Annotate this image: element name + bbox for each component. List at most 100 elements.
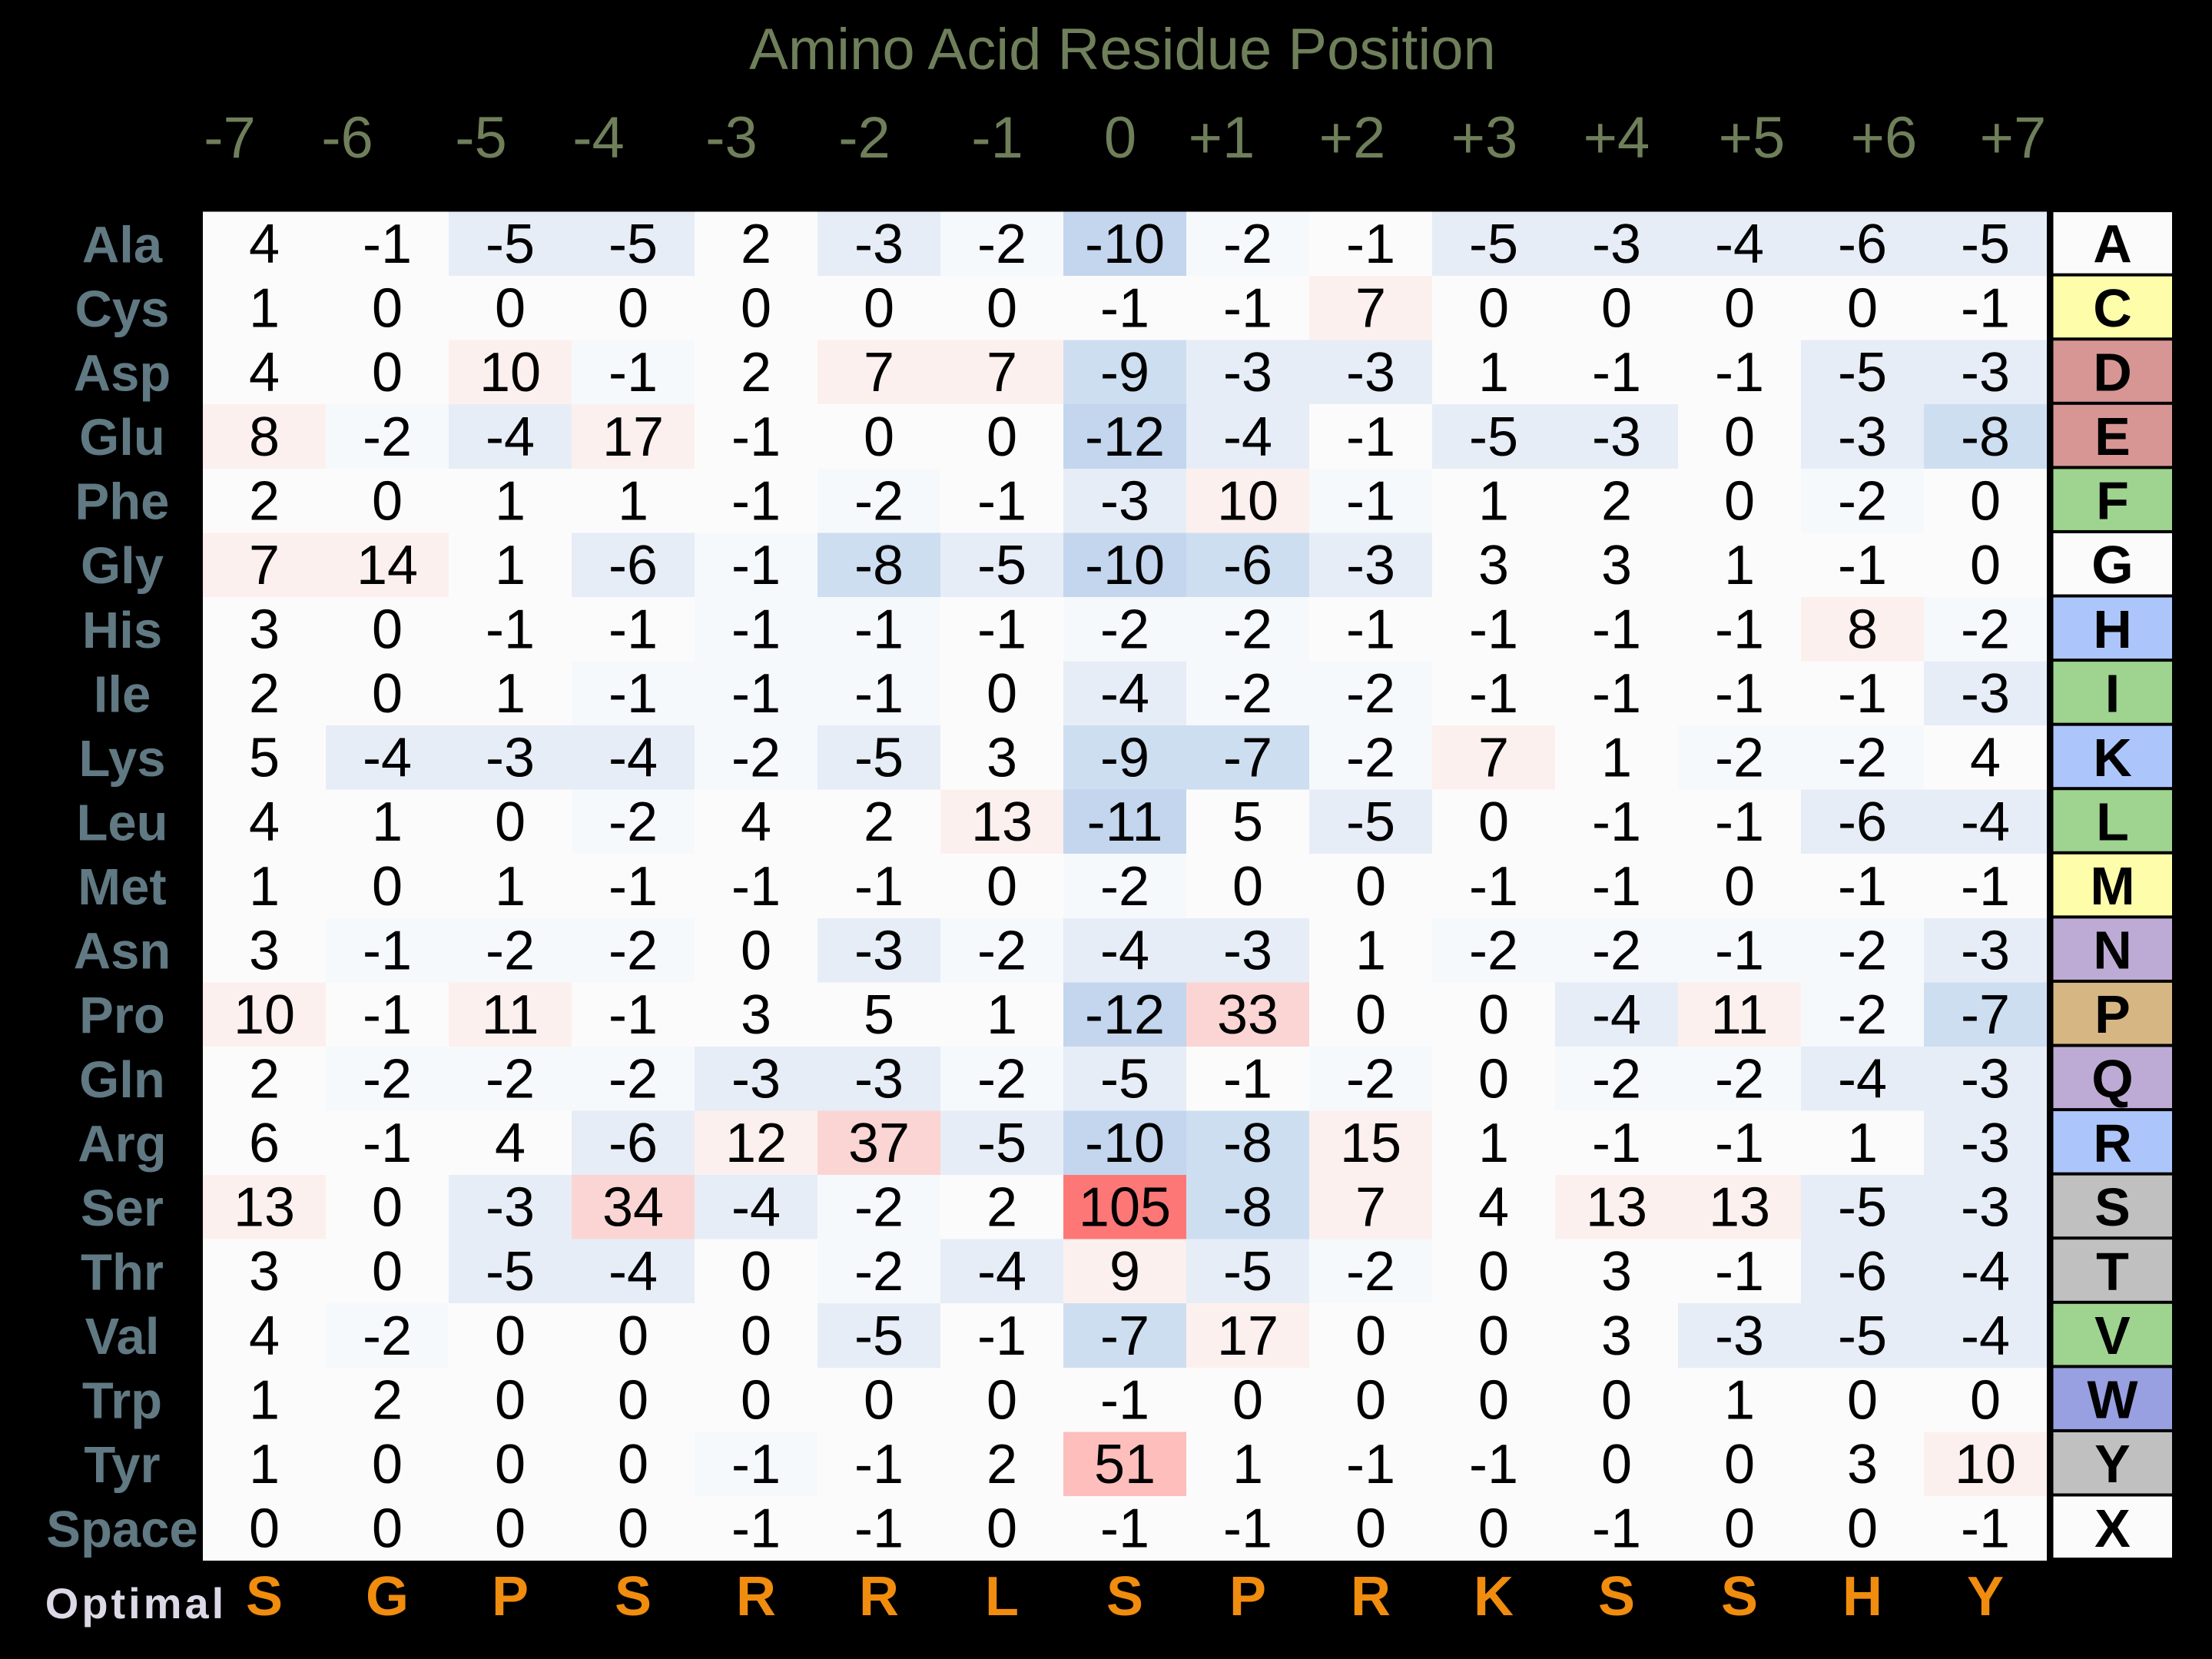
svg-text:0: 0 (618, 278, 648, 340)
svg-text:-2: -2 (486, 1049, 535, 1110)
svg-text:-9: -9 (1100, 342, 1149, 403)
svg-text:3: 3 (1847, 1434, 1878, 1495)
svg-text:12: 12 (725, 1113, 787, 1174)
svg-text:3: 3 (249, 599, 280, 661)
svg-text:-8: -8 (1223, 1177, 1272, 1239)
svg-text:0: 0 (372, 1498, 403, 1560)
svg-text:Pro: Pro (79, 987, 165, 1044)
svg-text:-1: -1 (363, 920, 412, 981)
svg-text:-5: -5 (1223, 1241, 1272, 1302)
svg-text:-4: -4 (1961, 1241, 2010, 1302)
svg-text:-2: -2 (1223, 663, 1272, 725)
svg-text:11: 11 (482, 984, 539, 1046)
svg-text:-2: -2 (854, 1177, 904, 1239)
svg-text:-3: -3 (854, 214, 904, 275)
svg-text:-1: -1 (1838, 856, 1887, 917)
svg-text:-2: -2 (1592, 1049, 1641, 1110)
svg-text:-3: -3 (1961, 342, 2010, 403)
svg-text:0: 0 (372, 1434, 403, 1495)
svg-text:X: X (2094, 1498, 2131, 1558)
svg-text:Phe: Phe (75, 473, 170, 531)
svg-text:4: 4 (249, 791, 280, 853)
svg-text:0: 0 (864, 1369, 894, 1431)
svg-text:0: 0 (1601, 1369, 1632, 1431)
svg-text:His: His (82, 602, 162, 659)
svg-text:0: 0 (372, 599, 403, 661)
svg-text:3: 3 (1601, 535, 1632, 596)
svg-text:1: 1 (495, 535, 526, 596)
svg-text:+6: +6 (1851, 105, 1918, 171)
svg-text:-1: -1 (1469, 663, 1518, 725)
svg-text:-7: -7 (1961, 984, 2010, 1046)
svg-text:0: 0 (1478, 1241, 1509, 1302)
svg-text:G: G (2091, 535, 2133, 595)
svg-text:0: 0 (1478, 1498, 1509, 1560)
svg-text:2: 2 (249, 1049, 280, 1110)
svg-text:17: 17 (602, 406, 664, 468)
svg-text:-3: -3 (1961, 1049, 2010, 1110)
svg-text:-1: -1 (1346, 406, 1395, 468)
svg-text:5: 5 (249, 728, 280, 789)
svg-text:S: S (1721, 1566, 1758, 1627)
svg-text:-3: -3 (1592, 406, 1641, 468)
svg-text:37: 37 (848, 1113, 910, 1174)
svg-text:-3: -3 (731, 1049, 781, 1110)
svg-text:-2: -2 (1838, 920, 1887, 981)
svg-text:51: 51 (1094, 1434, 1156, 1495)
svg-text:+2: +2 (1319, 105, 1386, 171)
svg-text:-3: -3 (1838, 406, 1887, 468)
svg-text:Thr: Thr (81, 1244, 164, 1302)
svg-text:-1: -1 (971, 105, 1023, 171)
svg-text:-5: -5 (609, 214, 658, 275)
svg-text:F: F (2096, 471, 2129, 531)
svg-text:-2: -2 (1715, 728, 1764, 789)
svg-text:1: 1 (1478, 342, 1509, 403)
svg-text:0: 0 (987, 278, 1017, 340)
svg-text:13: 13 (1586, 1177, 1647, 1239)
svg-text:-2: -2 (1469, 920, 1518, 981)
svg-text:-2: -2 (1346, 663, 1395, 725)
svg-text:3: 3 (987, 728, 1017, 789)
svg-text:0: 0 (1355, 1498, 1386, 1560)
svg-text:D: D (2093, 343, 2132, 403)
svg-text:-6: -6 (321, 105, 373, 171)
svg-text:-5: -5 (1961, 214, 2010, 275)
svg-text:0: 0 (1355, 1369, 1386, 1431)
svg-text:-2: -2 (363, 1306, 412, 1367)
svg-text:-1: -1 (363, 214, 412, 275)
svg-text:S: S (1598, 1566, 1635, 1627)
svg-text:E: E (2094, 406, 2131, 466)
svg-text:0: 0 (1724, 856, 1755, 917)
svg-text:A: A (2093, 214, 2132, 274)
svg-text:0: 0 (1478, 984, 1509, 1046)
svg-text:9: 9 (1109, 1241, 1140, 1302)
svg-text:-1: -1 (1592, 856, 1641, 917)
svg-text:10: 10 (1955, 1434, 2016, 1495)
svg-text:-4: -4 (1100, 663, 1149, 725)
svg-text:-4: -4 (1715, 214, 1764, 275)
svg-text:4: 4 (495, 1113, 526, 1174)
svg-text:13: 13 (1709, 1177, 1770, 1239)
svg-text:-1: -1 (1715, 1113, 1764, 1174)
svg-text:1: 1 (249, 1434, 280, 1495)
svg-text:-1: -1 (1346, 1434, 1395, 1495)
svg-text:Ile: Ile (94, 665, 151, 723)
svg-text:-2: -2 (1592, 920, 1641, 981)
svg-text:L: L (2096, 792, 2129, 852)
svg-text:0: 0 (618, 1369, 648, 1431)
svg-text:-1: -1 (1715, 920, 1764, 981)
svg-text:-4: -4 (1838, 1049, 1887, 1110)
svg-text:0: 0 (495, 1434, 526, 1495)
svg-text:-3: -3 (486, 1177, 535, 1239)
svg-text:-4: -4 (572, 105, 625, 171)
svg-text:0: 0 (618, 1498, 648, 1560)
svg-text:0: 0 (1724, 470, 1755, 532)
svg-text:2: 2 (987, 1434, 1017, 1495)
svg-text:+5: +5 (1719, 105, 1786, 171)
svg-text:-1: -1 (1100, 278, 1149, 340)
svg-text:-7: -7 (1223, 728, 1272, 789)
svg-text:0: 0 (1847, 1498, 1878, 1560)
svg-text:-2: -2 (609, 791, 658, 853)
svg-text:7: 7 (987, 342, 1017, 403)
svg-text:-1: -1 (1346, 599, 1395, 661)
